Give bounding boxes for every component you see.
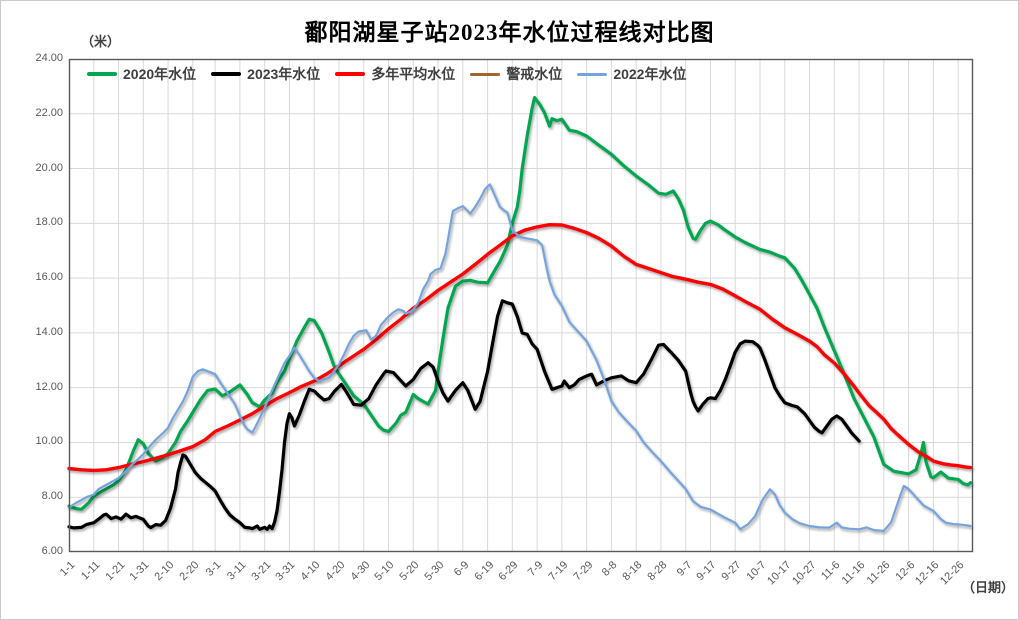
y-tick-label: 18.00 [35,216,63,229]
y-tick-label: 6.00 [41,545,63,557]
plot-area [67,58,975,553]
y-tick-label: 24.00 [35,52,63,64]
y-tick-label: 22.00 [35,106,63,119]
legend-label: 2023年水位 [247,66,321,82]
legend-item-2020年水位: 2020年水位 [87,64,196,84]
legend-item-2022年水位: 2022年水位 [577,64,686,84]
legend-swatch-icon [470,72,501,76]
y-tick-label: 16.00 [35,271,63,284]
legend-label: 2022年水位 [613,66,687,82]
legend-swatch-icon [211,72,242,76]
y-tick-label: 8.00 [41,490,63,503]
legend-label: 警戒水位 [506,66,563,82]
series-line-2022年水位 [67,183,972,532]
y-tick-label: 12.00 [35,380,63,393]
legend-label: 多年平均水位 [371,66,456,82]
legend-swatch-icon [577,72,608,76]
y-tick-label: 14.00 [35,325,63,338]
plot-border [68,58,974,553]
legend-swatch-icon [335,72,366,76]
series-line-2023年水位 [67,299,861,531]
legend-label: 2020年水位 [123,66,197,82]
y-tick-label: 20.00 [35,161,63,174]
legend-item-多年平均水位: 多年平均水位 [335,64,455,84]
chart-title: 鄱阳湖星子站2023年水位过程线对比图 [304,20,715,45]
y-axis-unit-label: （米） [81,34,121,49]
series-line-多年平均水位 [67,222,973,473]
y-tick-label: 10.00 [35,435,63,448]
legend-swatch-icon [87,72,117,76]
chart-svg [67,58,975,553]
legend-item-2023年水位: 2023年水位 [211,64,320,84]
chart-legend: 2020年水位 2023年水位 多年平均水位 警戒水位 2022年水位 [87,64,686,84]
legend-item-警戒水位: 警戒水位 [470,64,562,84]
series-line-2020年水位 [67,95,973,511]
x-axis-unit-label: （日期） [961,580,1014,595]
